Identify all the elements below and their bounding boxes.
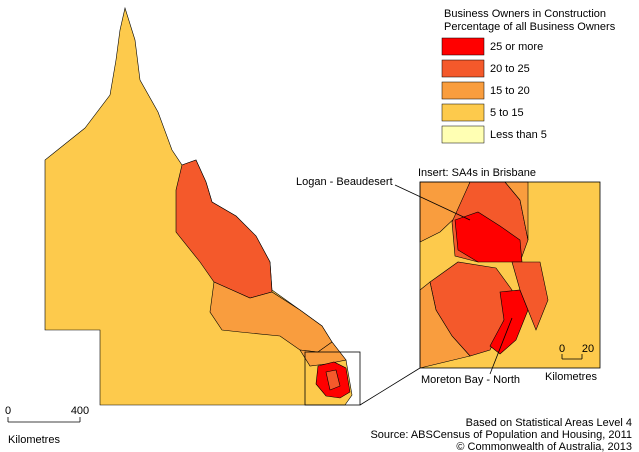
legend-label: 15 to 20 [490,85,530,97]
notes: Based on Statistical Areas Level 4Source… [370,417,632,452]
inset-map: Insert: SA4s in Brisbane Logan - Beaudes… [296,167,601,386]
legend-label: 5 to 15 [490,107,524,119]
legend-swatch [441,81,485,100]
legend-swatch [441,37,485,56]
inset-title: Insert: SA4s in Brisbane [418,167,536,179]
scale-unit: Kilometres [545,371,597,383]
scale: 0 400 Kilometres [5,405,89,446]
callout-line [489,317,513,375]
state-map [44,6,421,406]
region [511,261,549,331]
legend-title: Business Owners in Construction [444,8,606,20]
callout-line [394,184,471,221]
legend-label: Less than 5 [490,129,547,141]
scale-label: 20 [582,343,594,355]
legend-label: 20 to 25 [490,63,530,75]
note: © Commonwealth of Australia, 2013 [456,441,632,452]
legend-swatch [441,125,485,144]
note: Source: ABSCensus of Population and Hous… [370,429,632,441]
scale-label: 0 [5,405,11,417]
region [325,369,341,391]
scale-label: 0 [559,343,565,355]
scale-unit: Kilometres [8,434,60,446]
scale-label: 400 [71,405,89,417]
legend: Business Owners in Construction Percenta… [441,8,616,144]
inset-frame [419,181,601,369]
legend-swatch [441,103,485,122]
legend-swatch [441,59,485,78]
area-label: Moreton Bay - North [421,374,520,386]
legend-title: Percentage of all Business Owners [444,21,616,33]
inset-connector [359,367,421,406]
inset-frame [304,351,361,406]
note: Based on Statistical Areas Level 4 [466,417,632,429]
area-label: Logan - Beaudesert [296,176,393,188]
legend-label: 25 or more [490,41,543,53]
